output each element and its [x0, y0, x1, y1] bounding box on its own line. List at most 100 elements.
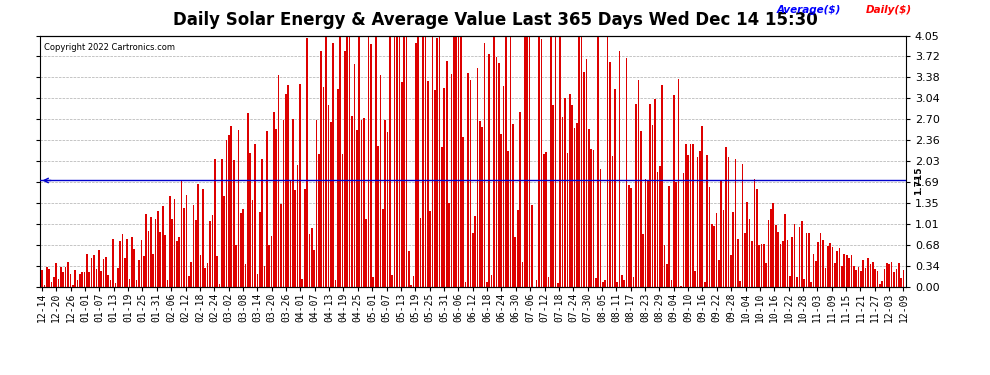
Bar [464, 282, 466, 287]
Bar [631, 189, 633, 287]
Bar [881, 281, 883, 287]
Bar [876, 271, 878, 287]
Bar [356, 130, 357, 287]
Bar [181, 180, 182, 287]
Bar [226, 140, 228, 287]
Bar [602, 282, 604, 287]
Bar [668, 186, 670, 287]
Bar [420, 217, 422, 287]
Bar [446, 61, 447, 287]
Bar [442, 147, 443, 287]
Bar [474, 216, 476, 287]
Bar [379, 75, 381, 287]
Bar [585, 59, 587, 287]
Bar [845, 255, 847, 287]
Bar [325, 36, 327, 287]
Bar [243, 209, 244, 287]
Bar [258, 212, 260, 287]
Bar [377, 146, 379, 287]
Bar [605, 280, 606, 287]
Bar [706, 156, 708, 287]
Text: 1.715: 1.715 [915, 166, 924, 195]
Bar [621, 275, 623, 287]
Bar [214, 159, 216, 287]
Bar [581, 36, 582, 287]
Bar [67, 262, 69, 287]
Bar [166, 280, 168, 287]
Bar [517, 210, 519, 287]
Bar [609, 62, 611, 287]
Bar [93, 255, 95, 287]
Bar [358, 36, 360, 287]
Bar [178, 237, 180, 287]
Bar [263, 266, 265, 287]
Bar [853, 266, 854, 287]
Bar [219, 284, 221, 287]
Bar [692, 144, 694, 287]
Bar [469, 80, 471, 287]
Bar [333, 43, 334, 287]
Bar [775, 225, 776, 287]
Text: Daily($): Daily($) [866, 5, 913, 15]
Bar [647, 181, 648, 287]
Bar [813, 254, 815, 287]
Bar [275, 129, 277, 287]
Bar [251, 200, 253, 287]
Bar [638, 80, 640, 287]
Bar [636, 104, 637, 287]
Bar [119, 241, 121, 287]
Bar [209, 221, 211, 287]
Bar [124, 258, 126, 287]
Bar [389, 36, 391, 287]
Bar [57, 279, 59, 287]
Bar [328, 105, 330, 287]
Bar [486, 282, 488, 287]
Bar [207, 262, 209, 287]
Bar [60, 267, 61, 287]
Bar [709, 188, 710, 287]
Bar [188, 276, 189, 287]
Bar [55, 263, 57, 287]
Bar [413, 276, 415, 287]
Bar [569, 94, 570, 287]
Bar [81, 272, 83, 287]
Bar [127, 238, 128, 287]
Bar [714, 226, 715, 287]
Text: Copyright 2022 Cartronics.com: Copyright 2022 Cartronics.com [44, 43, 175, 52]
Bar [543, 154, 545, 287]
Bar [299, 84, 301, 287]
Bar [557, 283, 558, 287]
Bar [62, 272, 64, 287]
Bar [321, 51, 322, 287]
Bar [772, 203, 774, 287]
Bar [593, 150, 594, 287]
Bar [628, 185, 630, 287]
Bar [855, 270, 857, 287]
Bar [595, 278, 597, 287]
Bar [649, 104, 651, 287]
Bar [879, 284, 881, 287]
Bar [748, 219, 750, 287]
Bar [619, 51, 621, 287]
Bar [79, 274, 80, 287]
Bar [500, 134, 502, 287]
Bar [342, 154, 344, 287]
Bar [874, 269, 876, 287]
Bar [640, 131, 642, 287]
Bar [231, 126, 232, 287]
Bar [730, 255, 732, 287]
Bar [616, 282, 618, 287]
Bar [765, 262, 767, 287]
Bar [488, 54, 490, 287]
Bar [195, 220, 197, 287]
Bar [801, 221, 803, 287]
Bar [830, 243, 831, 287]
Bar [425, 36, 427, 287]
Bar [825, 268, 827, 287]
Bar [721, 181, 722, 287]
Bar [306, 38, 308, 287]
Bar [382, 209, 383, 287]
Bar [818, 242, 819, 287]
Bar [796, 278, 798, 287]
Bar [455, 36, 457, 287]
